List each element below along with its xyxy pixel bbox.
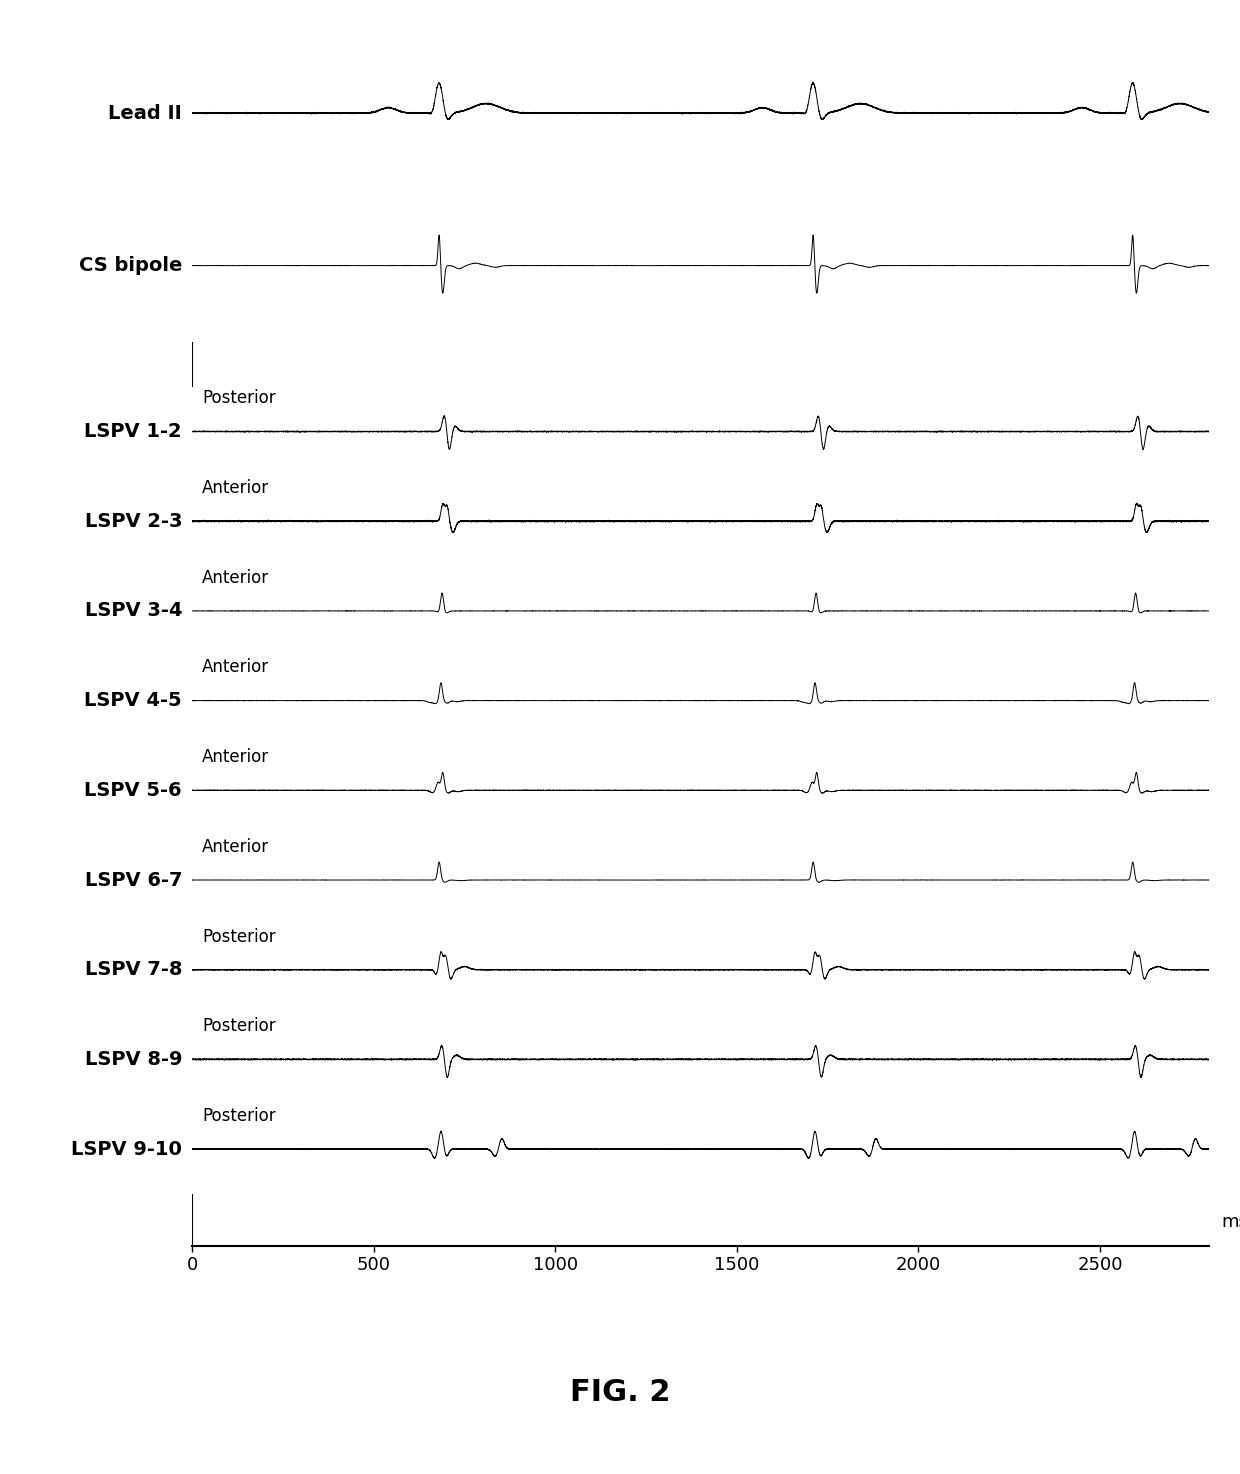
Text: Anterior: Anterior — [202, 569, 269, 587]
Text: Lead II: Lead II — [108, 103, 182, 122]
Text: Posterior: Posterior — [202, 927, 277, 945]
Text: LSPV 6-7: LSPV 6-7 — [84, 871, 182, 889]
Text: LSPV 7-8: LSPV 7-8 — [84, 960, 182, 979]
Text: LSPV 9-10: LSPV 9-10 — [71, 1139, 182, 1159]
Text: Anterior: Anterior — [202, 837, 269, 856]
Text: Posterior: Posterior — [202, 1107, 277, 1125]
Text: CS bipole: CS bipole — [78, 256, 182, 276]
Text: LSPV 8-9: LSPV 8-9 — [84, 1049, 182, 1069]
Text: ms: ms — [1221, 1213, 1240, 1231]
Text: LSPV 2-3: LSPV 2-3 — [84, 511, 182, 531]
Text: Anterior: Anterior — [202, 479, 269, 497]
Text: LSPV 5-6: LSPV 5-6 — [84, 781, 182, 800]
Text: Anterior: Anterior — [202, 659, 269, 677]
Text: LSPV 4-5: LSPV 4-5 — [84, 691, 182, 710]
Text: LSPV 1-2: LSPV 1-2 — [84, 422, 182, 441]
Text: FIG. 2: FIG. 2 — [569, 1378, 671, 1408]
Text: Posterior: Posterior — [202, 389, 277, 407]
Text: Anterior: Anterior — [202, 749, 269, 766]
Text: LSPV 3-4: LSPV 3-4 — [84, 601, 182, 621]
Text: Posterior: Posterior — [202, 1017, 277, 1035]
